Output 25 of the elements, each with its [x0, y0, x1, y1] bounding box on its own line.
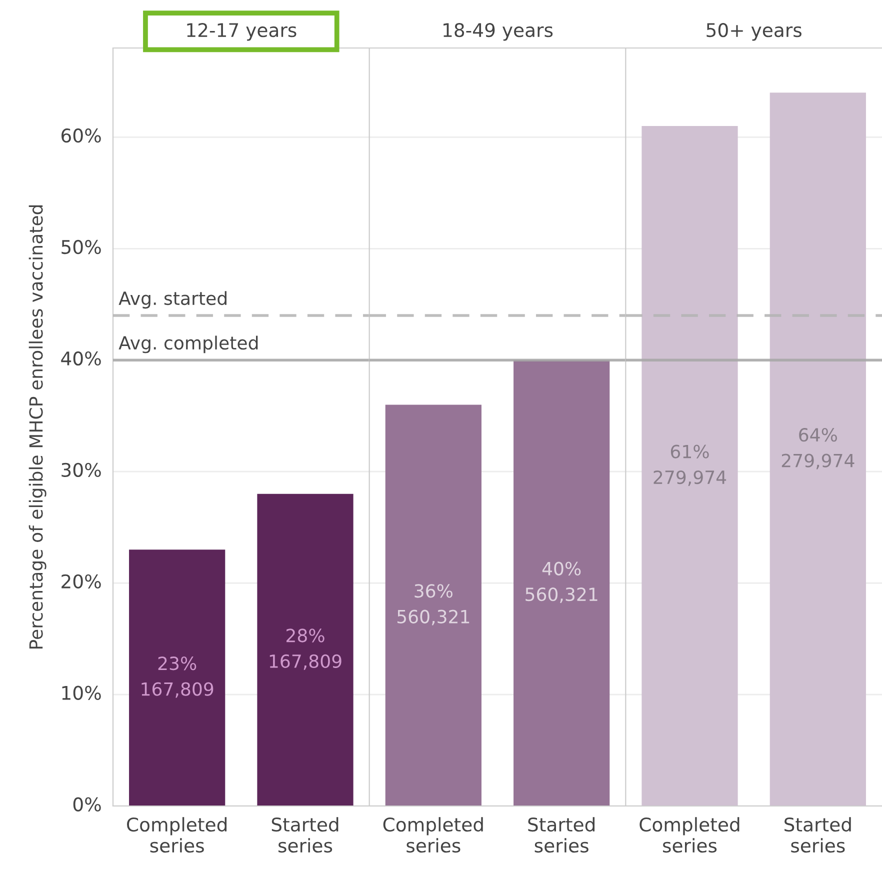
- data-label: 61% 279,974: [654, 444, 726, 486]
- y-tick-label: 40%: [61, 351, 101, 366]
- chart-title: 12-17 years: [187, 22, 296, 41]
- chart-title: 18-49 years: [444, 22, 553, 41]
- y-tick-label: 50%: [62, 240, 101, 254]
- y-tick-label: 0%: [73, 797, 101, 812]
- y-tick-label: 10%: [62, 686, 101, 700]
- data-label: 36% 560,321: [397, 584, 470, 626]
- ref-line-label: Avg. started: [118, 291, 226, 309]
- data-label: 40% 560,321: [526, 562, 598, 603]
- data-label: 28% 167,809: [270, 628, 342, 670]
- y-axis-title: Percentage of eligible MHCP enrollees vaccinated: [28, 205, 46, 649]
- x-tick-label: Completed series: [640, 817, 740, 853]
- y-tick-label: 30%: [62, 462, 101, 478]
- chart-title: 50+ years: [706, 22, 802, 41]
- data-label: 23% 167,809: [142, 656, 214, 698]
- data-label: 64% 279,974: [782, 428, 854, 470]
- x-tick-label: Started series: [784, 817, 851, 853]
- x-tick-label: Started series: [528, 817, 594, 853]
- ref-line-label: Avg. completed: [118, 336, 258, 354]
- y-tick-label: 60%: [62, 128, 101, 143]
- x-tick-label: Completed series: [127, 817, 227, 853]
- x-tick-label: Started series: [272, 817, 338, 853]
- y-tick-label: 20%: [62, 574, 101, 588]
- x-tick-label: Completed series: [383, 817, 483, 853]
